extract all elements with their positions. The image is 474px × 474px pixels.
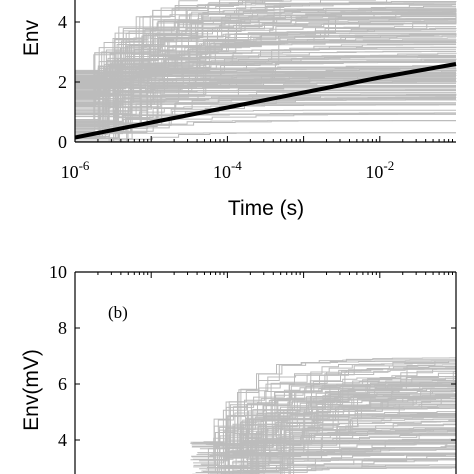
- top-ensemble-line: [75, 2, 456, 88]
- top-ensemble-line: [75, 0, 257, 129]
- bottom-ensemble-line: [252, 377, 457, 474]
- bottom-ensemble-line: [223, 395, 457, 468]
- bottom-ensemble-line: [244, 362, 457, 447]
- top-ensemble-line: [75, 62, 456, 101]
- bottom-ensemble-line: [196, 424, 457, 456]
- bottom-y-tick-label: 4: [58, 430, 67, 450]
- bottom-y-axis-label: Env(mV): [20, 349, 43, 431]
- top-ensemble-line: [75, 21, 456, 94]
- bottom-panel: 4 6 8 10 (b) Env(mV): [20, 262, 457, 474]
- top-ensemble-line: [75, 48, 456, 90]
- top-ensemble-line: [75, 42, 456, 96]
- top-mean-line: [74, 62, 457, 140]
- bottom-ensemble-line: [202, 398, 456, 472]
- bottom-y-tick-label: 6: [58, 374, 67, 394]
- bottom-ensemble-line: [192, 358, 457, 460]
- top-x-tick-label: 10-6: [61, 158, 90, 182]
- top-ensemble-lines: [75, 0, 457, 143]
- bottom-ensemble-line: [193, 360, 456, 468]
- top-ensemble-line: [75, 9, 456, 125]
- bottom-ensemble-line: [217, 458, 457, 467]
- top-y-tick-label: 4: [58, 12, 67, 32]
- top-ensemble-line: [75, 40, 456, 76]
- top-ensemble-line: [75, 112, 456, 126]
- top-panel: 0 2 4 10-6 10-4 10-2 Time (s) Env: [20, 0, 457, 220]
- top-ensemble-line: [75, 26, 456, 83]
- top-ensemble-line: [75, 58, 456, 93]
- top-ensemble-line: [75, 20, 457, 124]
- bottom-panel-label: (b): [108, 303, 128, 322]
- top-ensemble-line: [75, 31, 456, 105]
- top-ensemble-line: [75, 27, 457, 132]
- top-x-tick-label: 10-4: [213, 158, 242, 182]
- bottom-ensemble-line: [192, 439, 456, 447]
- bottom-ensemble-line: [219, 386, 456, 457]
- bottom-ensemble-line: [222, 379, 457, 473]
- top-x-tick-labels: 10-6 10-4 10-2: [61, 158, 395, 182]
- top-ensemble-line: [75, 72, 456, 140]
- bottom-ensemble-line: [253, 466, 457, 474]
- bottom-ensemble-line: [253, 447, 456, 474]
- bottom-ensemble-line: [288, 418, 457, 474]
- top-ensemble-line: [75, 81, 457, 134]
- top-ensemble-line: [75, 13, 457, 113]
- bottom-ensemble-line: [200, 359, 456, 465]
- bottom-ensemble-line: [231, 433, 457, 464]
- top-ensemble-line: [75, 14, 456, 111]
- top-ensemble-line: [75, 10, 456, 139]
- top-ensemble-line: [75, 34, 456, 78]
- bottom-ensemble-line: [190, 418, 456, 443]
- bottom-ensemble-line: [242, 369, 457, 441]
- bottom-ensemble-line: [215, 413, 456, 449]
- top-y-tick-label: 2: [58, 72, 67, 92]
- top-ensemble-line: [75, 86, 456, 129]
- bottom-y-tick-labels: 4 6 8 10: [49, 262, 67, 450]
- top-ensemble-line: [75, 10, 456, 116]
- bottom-axes: [74, 271, 457, 474]
- top-ensemble-line: [75, 0, 326, 121]
- top-x-tick-label: 10-2: [365, 158, 394, 182]
- top-axes: [74, 0, 456, 143]
- top-ensemble-line: [75, 0, 284, 129]
- top-y-axis-label: Env: [20, 19, 43, 56]
- bottom-y-tick-label: 10: [49, 262, 67, 282]
- bottom-ensemble-line: [213, 383, 457, 446]
- top-ensemble-line: [75, 66, 456, 87]
- top-ensemble-line: [75, 35, 457, 85]
- top-x-axis-label: Time (s): [228, 197, 304, 220]
- bottom-ensemble-lines: [190, 357, 457, 474]
- top-y-tick-labels: 0 2 4: [58, 12, 67, 152]
- bottom-ensemble-line: [207, 367, 457, 468]
- bottom-ensemble-line: [225, 376, 457, 468]
- bottom-ensemble-line: [232, 458, 457, 474]
- top-ensemble-line: [75, 18, 457, 71]
- bottom-ensemble-line: [283, 368, 457, 474]
- top-ensemble-line: [75, 2, 456, 122]
- bottom-ensemble-line: [192, 366, 456, 474]
- bottom-y-tick-label: 8: [58, 318, 67, 338]
- top-y-tick-label: 0: [58, 132, 67, 152]
- bottom-ensemble-line: [193, 416, 456, 464]
- bottom-ensemble-line: [211, 432, 456, 454]
- top-ensemble-line: [75, 67, 456, 73]
